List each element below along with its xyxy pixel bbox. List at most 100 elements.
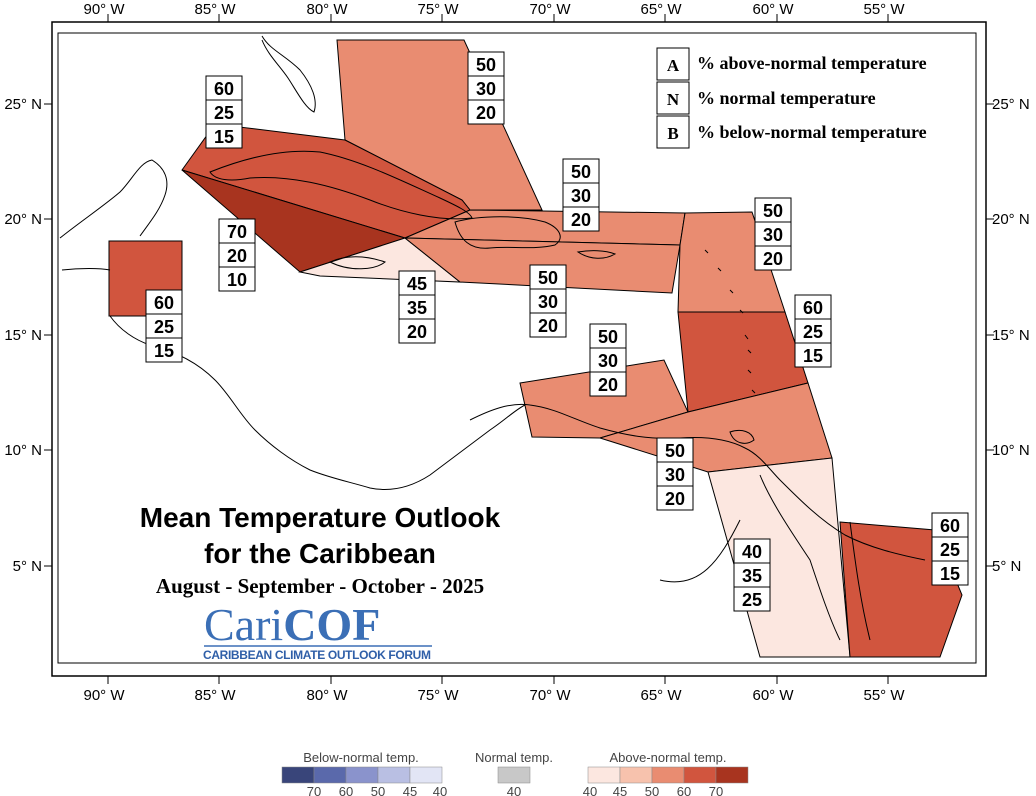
colorbar-above-swatches [587, 766, 749, 784]
prob-below: 20 [665, 489, 685, 509]
legend: A N B % above-normal temperature % norma… [656, 47, 927, 149]
prob-normal: 25 [154, 317, 174, 337]
legend-text-below: % below-normal temperature [697, 122, 927, 142]
title-block: Mean Temperature Outlook for the Caribbe… [140, 502, 501, 598]
x-tick-label: 85° W [194, 687, 236, 704]
colorbar-tick: 60 [339, 784, 353, 796]
coastline-lesser-antilles [704, 249, 756, 394]
prob-above: 40 [742, 542, 762, 562]
prob-normal: 25 [803, 322, 823, 342]
x-tick-label: 55° W [863, 687, 905, 704]
legend-text-above: % above-normal temperature [697, 53, 927, 73]
coastline-south-america [469, 403, 926, 561]
y-tick-label: 15° N [992, 327, 1030, 344]
colorbar-below-title: Below-normal temp. [303, 750, 419, 765]
prob-below: 20 [538, 316, 558, 336]
borders-guianas [659, 474, 871, 641]
y-tick-label: 5° N [13, 558, 42, 575]
swatch-normal-40 [497, 766, 531, 784]
coastline-florida [261, 35, 316, 113]
prob-below: 20 [476, 103, 496, 123]
prob-normal: 30 [538, 292, 558, 312]
swatch-below-40 [409, 766, 443, 784]
prob-above: 45 [407, 274, 427, 294]
map-title-line2: for the Caribbean [204, 538, 436, 569]
coastline-yucatan [59, 159, 168, 239]
prob-below: 10 [227, 270, 247, 290]
prob-above: 70 [227, 222, 247, 242]
swatch-above-50 [651, 766, 685, 784]
prob-box-hispaniola-south: 50 30 20 [529, 264, 567, 338]
prob-below: 20 [598, 375, 618, 395]
prob-box-suriname: 60 25 15 [931, 512, 969, 586]
prob-above: 50 [763, 201, 783, 221]
y-axis-ticks [44, 103, 994, 567]
prob-above: 50 [476, 55, 496, 75]
caricof-logo: CariCOF CARIBBEAN CLIMATE OUTLOOK FORUM [203, 599, 432, 662]
legend-letter-a: A [667, 56, 680, 75]
x-tick-label: 90° W [83, 687, 125, 704]
map-title-line1: Mean Temperature Outlook [140, 502, 501, 533]
prob-below: 25 [742, 590, 762, 610]
y-tick-labels-right: 25° N 20° N 15° N 10° N 5° N [992, 96, 1030, 575]
legend-box-n [656, 81, 690, 115]
prob-below: 15 [154, 341, 174, 361]
legend-box-a [656, 47, 690, 81]
y-tick-labels-left: 25° N 20° N 15° N 10° N 5° N [4, 96, 42, 575]
coastline-cuba [209, 150, 473, 220]
x-tick-label: 85° W [194, 1, 236, 18]
y-tick-label: 15° N [4, 327, 42, 344]
x-tick-label: 75° W [417, 687, 459, 704]
coastlines [59, 35, 926, 641]
logo-subtitle: CARIBBEAN CLIMATE OUTLOOK FORUM [203, 648, 431, 662]
prob-normal: 20 [227, 246, 247, 266]
prob-above: 50 [571, 162, 591, 182]
x-tick-label: 80° W [306, 1, 348, 18]
x-tick-label: 75° W [417, 1, 459, 18]
y-tick-label: 20° N [4, 211, 42, 228]
prob-box-cayman: 70 20 10 [218, 218, 256, 292]
logo-wordmark: CariCOF [204, 599, 380, 650]
prob-normal: 35 [742, 566, 762, 586]
x-tick-label: 65° W [640, 1, 682, 18]
colorbar-above-title: Above-normal temp. [609, 750, 726, 765]
prob-above: 50 [665, 441, 685, 461]
colorbar-tick: 60 [677, 784, 691, 796]
colorbar: Below-normal temp. Normal temp. Above-no… [281, 750, 749, 796]
prob-box-windward: 60 25 15 [794, 294, 832, 368]
prob-below: 20 [407, 322, 427, 342]
prob-box-abc-islands: 50 30 20 [589, 323, 627, 397]
coastline-trinidad [729, 429, 755, 444]
prob-normal: 30 [571, 186, 591, 206]
x-axis-ticks [107, 14, 889, 684]
x-tick-label: 70° W [529, 687, 571, 704]
prob-box-leeward: 50 30 20 [754, 197, 792, 271]
coastline-puerto-rico [576, 250, 617, 259]
x-tick-labels-top: 90° W 85° W 80° W 75° W 70° W 65° W 60° … [83, 1, 905, 18]
colorbar-tick: 40 [433, 784, 447, 796]
x-tick-label: 55° W [863, 1, 905, 18]
prob-box-bahamas: 50 30 20 [467, 51, 505, 125]
prob-box-guyana: 40 35 25 [733, 538, 771, 612]
x-tick-labels-bottom: 90° W 85° W 80° W 75° W 70° W 65° W 60° … [83, 687, 905, 704]
legend-letter-b: B [667, 124, 678, 143]
y-tick-label: 25° N [4, 96, 42, 113]
colorbar-tick: 40 [507, 784, 521, 796]
prob-box-trinidad: 50 30 20 [656, 437, 694, 511]
prob-below: 15 [803, 346, 823, 366]
prob-normal: 25 [940, 540, 960, 560]
prob-below: 15 [940, 564, 960, 584]
swatch-above-60 [683, 766, 717, 784]
legend-letter-n: N [667, 90, 680, 109]
colorbar-tick: 45 [403, 784, 417, 796]
swatch-below-70 [281, 766, 315, 784]
prob-below: 15 [214, 127, 234, 147]
y-tick-label: 20° N [992, 211, 1030, 228]
prob-above: 50 [538, 268, 558, 288]
colorbar-tick: 70 [307, 784, 321, 796]
prob-box-belize: 60 25 15 [145, 289, 183, 363]
prob-normal: 30 [665, 465, 685, 485]
prob-above: 60 [803, 298, 823, 318]
colorbar-ticks: 70 60 50 45 40 40 40 45 50 60 70 [307, 784, 723, 796]
